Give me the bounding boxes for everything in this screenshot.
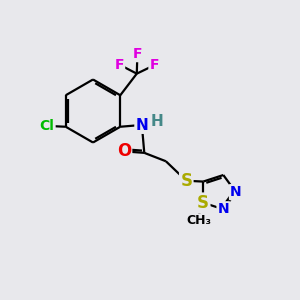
Text: F: F bbox=[149, 58, 159, 72]
Text: H: H bbox=[151, 114, 164, 129]
Text: S: S bbox=[180, 172, 192, 190]
Text: N: N bbox=[136, 118, 148, 133]
Text: N: N bbox=[218, 202, 229, 216]
Text: S: S bbox=[197, 194, 209, 212]
Text: O: O bbox=[117, 142, 131, 160]
Text: Cl: Cl bbox=[40, 119, 55, 133]
Text: F: F bbox=[115, 58, 124, 72]
Text: F: F bbox=[133, 47, 142, 61]
Text: N: N bbox=[230, 185, 242, 199]
Text: CH₃: CH₃ bbox=[186, 214, 211, 227]
